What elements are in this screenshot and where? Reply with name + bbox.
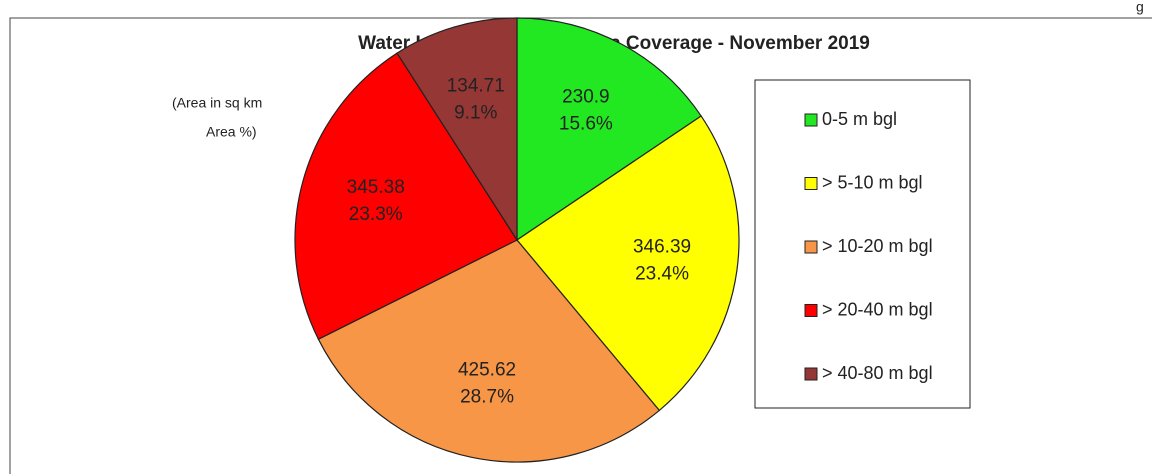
slice-value-label: 345.38	[347, 177, 405, 198]
annotation: Area %)	[206, 124, 257, 140]
slice-percent-label: 9.1%	[454, 102, 497, 123]
legend-label: > 20-40 m bgl	[822, 299, 933, 319]
slice-value-label: 134.71	[447, 75, 505, 96]
pie-slice	[294, 52, 518, 341]
pie-slice	[516, 115, 740, 412]
slice-percent-label: 15.6%	[559, 114, 613, 135]
slice-value-label: 425.62	[458, 359, 516, 380]
legend-swatch	[804, 177, 818, 190]
legend-swatch	[804, 113, 818, 127]
slice-value-label: 230.9	[562, 87, 610, 108]
legend-swatch	[804, 304, 818, 317]
pie-slice	[317, 239, 661, 463]
slice-percent-label: 28.7%	[460, 386, 514, 407]
legend-label: > 40-80 m bgl	[822, 363, 933, 383]
annotation: (Area in sq km	[172, 95, 262, 111]
corner-text: g	[1136, 0, 1144, 15]
legend-label: > 10-20 m bgl	[822, 236, 933, 256]
legend-box	[754, 79, 971, 409]
pie-slice	[396, 17, 518, 243]
legend-label: 0-5 m bgl	[822, 109, 897, 129]
slice-value-label: 346.39	[633, 237, 691, 258]
chart-frame	[9, 17, 1152, 474]
slice-percent-label: 23.3%	[349, 204, 403, 225]
pie-slice	[516, 17, 702, 242]
legend-label: > 5-10 m bgl	[822, 172, 923, 192]
legend-swatch	[804, 367, 818, 381]
legend-swatch	[804, 240, 818, 254]
slice-percent-label: 23.4%	[635, 264, 689, 285]
